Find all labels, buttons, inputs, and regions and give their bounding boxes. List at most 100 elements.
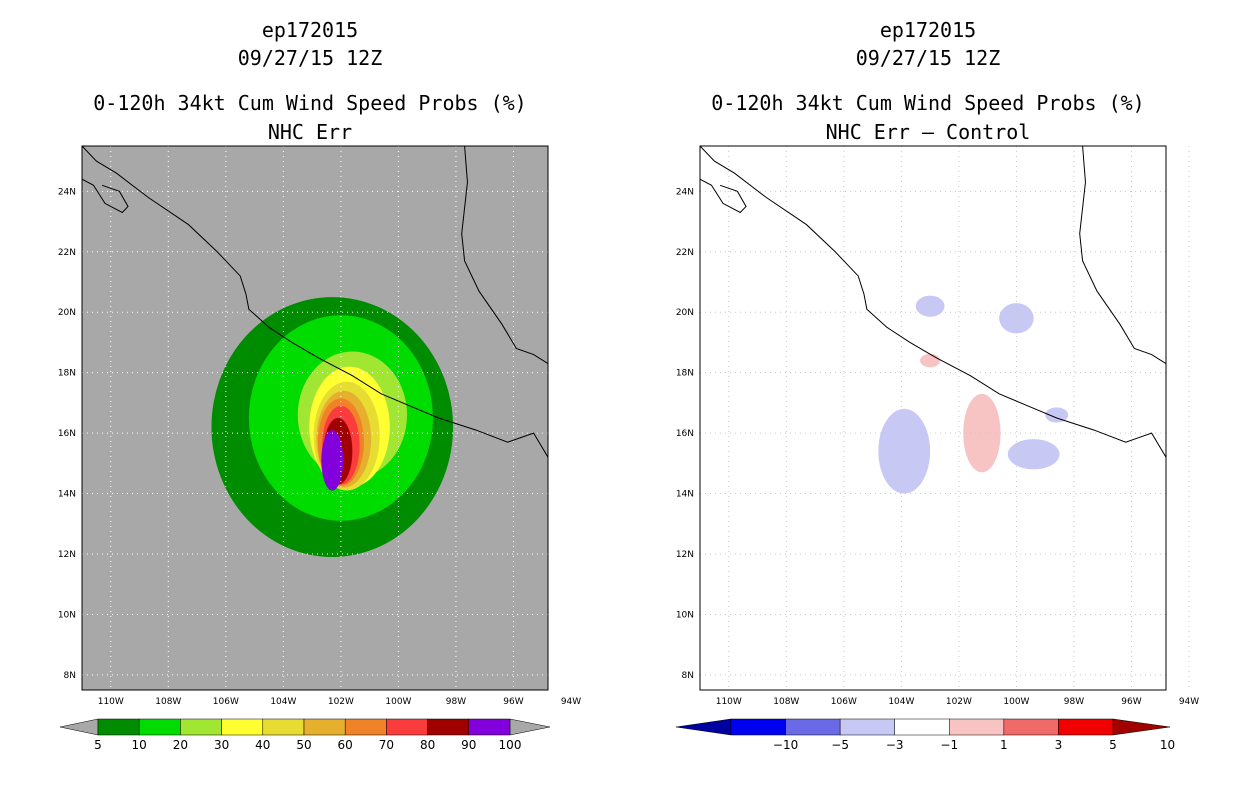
- contour-1 to 3: [920, 353, 941, 368]
- coastlines: [82, 146, 548, 458]
- colorbar-label: 30: [214, 738, 229, 752]
- colorbar-left-arrow: [59, 718, 99, 736]
- colorbar-right-arrow: [1112, 718, 1171, 736]
- colorbar-label: 40: [255, 738, 270, 752]
- plot-background: [700, 146, 1166, 690]
- x-tick-label: 102W: [328, 697, 354, 707]
- colorbar-box: [97, 718, 140, 736]
- x-tick-label: 98W: [1064, 697, 1084, 707]
- right-storm-id: ep172015: [879, 18, 977, 42]
- colorbar-label: 5: [94, 738, 102, 752]
- y-tick-label: 20N: [676, 308, 694, 318]
- x-tick-label: 104W: [888, 697, 914, 707]
- colorbar-label: 20: [173, 738, 188, 752]
- y-tick-label: 12N: [676, 550, 694, 560]
- plot-frame: [81, 145, 549, 691]
- coastlines: [700, 146, 1166, 458]
- coastline-3: [82, 178, 129, 214]
- right-product-title: 0-120h 34kt Cum Wind Speed Probs (%): [711, 91, 1145, 115]
- y-tick-label: 10N: [676, 610, 694, 620]
- chart-panel-1: 110W 108W 106W 104W 102W 100W 98W 96W 94W 24N 22N 2…: [58, 145, 581, 752]
- colorbar-label: 1: [1000, 738, 1008, 752]
- colorbar-label: 50: [296, 738, 311, 752]
- colorbar-label: 60: [338, 738, 353, 752]
- y-tick-label: 8N: [682, 671, 694, 681]
- x-tick-label: 94W: [561, 697, 581, 707]
- y-tick-label: 10N: [58, 610, 76, 620]
- right-subtitle: NHC Err – Control: [825, 120, 1031, 144]
- x-tick-label: 96W: [503, 697, 523, 707]
- y-tick-label: 22N: [676, 248, 694, 258]
- x-tick-label: 108W: [773, 697, 799, 707]
- colorbar-box: [1058, 718, 1114, 736]
- colorbar-box: [221, 718, 264, 736]
- plot-frame: [699, 145, 1167, 691]
- x-tick-label: 104W: [270, 697, 296, 707]
- contour--3 to -1: [878, 408, 931, 494]
- y-tick-label: 16N: [58, 429, 76, 439]
- y-tick-label: 8N: [64, 671, 76, 681]
- colorbar-label: 80: [420, 738, 435, 752]
- x-tick-label: 110W: [98, 697, 124, 707]
- coastline-3: [700, 178, 747, 214]
- coastline-2: [461, 146, 548, 365]
- colorbar-box: [262, 718, 305, 736]
- x-tick-label: 110W: [716, 697, 742, 707]
- colorbar-box: [730, 718, 786, 736]
- y-tick-label: 18N: [676, 369, 694, 379]
- colorbar-box: [303, 718, 346, 736]
- y-tick-label: 14N: [676, 490, 694, 500]
- y-tick-label: 22N: [58, 248, 76, 258]
- x-tick-label: 100W: [385, 697, 411, 707]
- contour-fills: [211, 297, 454, 558]
- coastline-1: [82, 146, 548, 458]
- colorbar-box: [180, 718, 222, 736]
- contour-1 to 3: [963, 393, 1001, 473]
- contour-90-100: [321, 430, 344, 491]
- colorbar-label: 3: [1055, 738, 1063, 752]
- y-tick-label: 24N: [676, 187, 694, 197]
- x-tick-label: 100W: [1003, 697, 1029, 707]
- colorbar-box: [386, 718, 428, 736]
- colorbar-box: [344, 718, 387, 736]
- colorbar-label: 10: [1160, 738, 1175, 752]
- x-tick-label: 106W: [831, 697, 857, 707]
- x-tick-label: 94W: [1179, 697, 1199, 707]
- colorbar: 5 10 20 30 40 50 60 70 80 90 100: [59, 718, 551, 752]
- colorbar-right-arrow: [509, 718, 551, 736]
- grid-lines: [700, 146, 1190, 690]
- colorbar-box: [894, 718, 950, 736]
- colorbar-label: −10: [773, 738, 798, 752]
- y-tick-label: 20N: [58, 308, 76, 318]
- coastline-1: [700, 146, 1166, 458]
- colorbar: −10 −5 −3 −1 1 3 5 10: [675, 718, 1175, 752]
- colorbar-label: −3: [886, 738, 904, 752]
- colorbar-left-arrow: [675, 718, 732, 736]
- colorbar-label: 5: [1109, 738, 1117, 752]
- colorbar-label: −1: [940, 738, 958, 752]
- grid-lines: [82, 146, 572, 690]
- coastline-2: [1079, 146, 1166, 365]
- colorbar-box: [138, 718, 181, 736]
- colorbar-box: [1003, 718, 1059, 736]
- y-tick-label: 14N: [58, 490, 76, 500]
- x-tick-label: 108W: [155, 697, 181, 707]
- colorbar-box: [785, 718, 841, 736]
- colorbar-label: 90: [461, 738, 476, 752]
- right-date: 09/27/15 12Z: [855, 46, 1001, 70]
- y-tick-label: 18N: [58, 369, 76, 379]
- x-tick-label: 102W: [946, 697, 972, 707]
- x-tick-label: 96W: [1121, 697, 1141, 707]
- left-date: 09/27/15 12Z: [237, 46, 383, 70]
- colorbar-label: 100: [499, 738, 522, 752]
- left-subtitle: NHC Err: [267, 120, 353, 144]
- y-tick-label: 12N: [58, 550, 76, 560]
- colorbar-box: [468, 718, 511, 736]
- x-tick-label: 106W: [213, 697, 239, 707]
- colorbar-box: [949, 718, 1005, 736]
- chart-panel-2: 110W 108W 106W 104W 102W 100W 98W 96W 94W 24N 22N 2…: [675, 145, 1199, 752]
- contour--3 to -1: [915, 295, 945, 317]
- colorbar-box: [839, 718, 895, 736]
- x-tick-label: 98W: [446, 697, 466, 707]
- colorbar-label: 10: [132, 738, 147, 752]
